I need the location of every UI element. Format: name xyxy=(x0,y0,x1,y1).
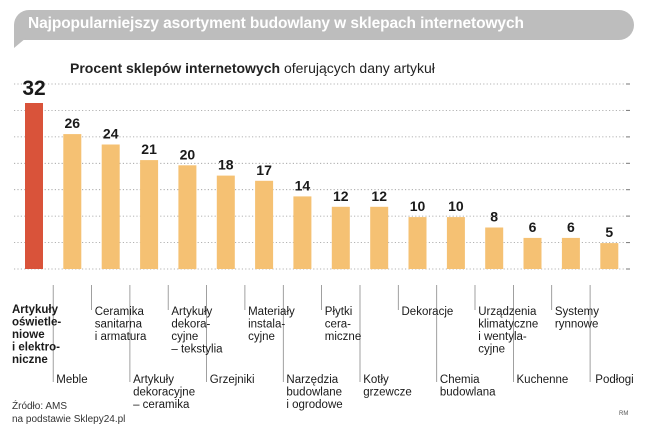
bar-value-label: 6 xyxy=(567,219,575,235)
category-label: Artykuły dekoracyjne – ceramika xyxy=(133,374,195,411)
category-label: Ceramika sanitarna i armatura xyxy=(95,306,147,343)
category-label: Systemy rynnowe xyxy=(555,306,599,331)
bar xyxy=(523,237,542,269)
source-line-1: Źródło: AMS xyxy=(12,401,68,412)
category-label: Kuchenne xyxy=(517,374,569,386)
category-label-line: i elektro- xyxy=(12,342,60,354)
bar xyxy=(370,206,389,270)
category-label-line: i ogrodowe xyxy=(286,399,342,411)
category-label-line: Ceramika xyxy=(95,306,145,318)
category-label-line: Dekoracje xyxy=(402,306,454,318)
category-label: Urządzenia klimatyczne i wentyla-cyjne xyxy=(478,306,538,356)
category-label: Narzędzia budowlane i ogrodowe xyxy=(286,374,342,411)
bar-value-label: 20 xyxy=(180,146,196,162)
bar xyxy=(600,243,619,269)
bar-value-label: 26 xyxy=(65,115,81,131)
category-label-line: Artykuły xyxy=(12,304,59,316)
source-line-2: na podstawie Sklepy24.pl xyxy=(12,414,126,425)
category-label-line: Grzejniki xyxy=(210,374,255,386)
category-label-line: cyjne xyxy=(478,344,505,356)
category-label: Grzejniki xyxy=(210,374,255,386)
category-label-line: – ceramika xyxy=(133,399,190,411)
bar-value-label: 21 xyxy=(141,141,157,157)
bar xyxy=(178,165,197,270)
bar xyxy=(140,160,159,269)
category-label-line: rynnowe xyxy=(555,319,598,331)
title-banner xyxy=(14,10,634,40)
category-label: Chemia budowlana xyxy=(440,374,496,399)
category-label-line: Artykuły xyxy=(133,374,174,386)
category-label-line: cera- xyxy=(325,319,351,331)
category-label-line: budowlana xyxy=(440,387,496,399)
chart-title: Najpopularniejszy asortyment budowlany w… xyxy=(28,15,524,32)
category-label: Podłogi xyxy=(595,374,633,386)
category-label-line: Kuchenne xyxy=(517,374,569,386)
category-label-line: oświetle- xyxy=(12,317,61,329)
bar-value-label: 10 xyxy=(410,198,426,214)
bar-value-label: 12 xyxy=(371,188,387,204)
bar-value-label: 14 xyxy=(295,177,311,193)
bar xyxy=(446,217,465,269)
category-label-line: dekoracyjne xyxy=(133,387,195,399)
category-label-line: niczne xyxy=(12,354,48,366)
bar-value-label: 5 xyxy=(605,224,613,240)
category-label: Płytki cera-miczne xyxy=(325,306,361,343)
bar xyxy=(293,196,312,269)
title-banner-tail xyxy=(14,38,26,48)
bar xyxy=(63,134,82,269)
category-label-line: cyjne xyxy=(248,331,275,343)
category-label-line: Narzędzia xyxy=(286,374,338,386)
category-label-line: Artykuły xyxy=(171,306,212,318)
bar-value-label: 18 xyxy=(218,157,234,173)
category-label-line: klimatyczne xyxy=(478,319,538,331)
category-label: Artykuły oświetle-niowe i elektro-niczne xyxy=(12,304,61,366)
category-label-line: i wentyla- xyxy=(478,331,527,343)
category-label: Dekoracje xyxy=(402,306,454,318)
category-label-line: niowe xyxy=(12,329,45,341)
category-label: Kotły grzewcze xyxy=(363,374,412,399)
category-label-line: – tekstylia xyxy=(171,344,223,356)
category-label-line: Materiały xyxy=(248,306,295,318)
category-label-line: Podłogi xyxy=(595,374,633,386)
bar-value-label: 6 xyxy=(529,219,537,235)
category-label-line: Systemy xyxy=(555,306,599,318)
category-label-line: cyjne xyxy=(171,331,198,343)
category-label-line: i armatura xyxy=(95,331,147,343)
category-label: Meble xyxy=(56,374,87,386)
bar xyxy=(408,217,427,269)
bar-value-label: 12 xyxy=(333,188,349,204)
category-label-line: budowlane xyxy=(286,387,342,399)
category-label-line: Urządzenia xyxy=(478,306,537,318)
bar xyxy=(216,175,235,269)
category-label-line: Kotły xyxy=(363,374,389,386)
subtitle-rest: oferujących dany artykuł xyxy=(283,60,435,76)
bar-value-label: 10 xyxy=(448,198,464,214)
bar xyxy=(101,144,120,269)
bar xyxy=(485,227,504,269)
category-label-line: grzewcze xyxy=(363,387,412,399)
bar xyxy=(561,237,580,269)
subtitle-bold: Procent sklepów internetowych xyxy=(70,60,281,76)
category-label-line: Chemia xyxy=(440,374,480,386)
bar-value-label: 8 xyxy=(490,209,498,225)
bar-value-label: 24 xyxy=(103,126,119,142)
bar xyxy=(255,180,274,269)
category-label-line: miczne xyxy=(325,331,361,343)
bar-value-label: 32 xyxy=(22,77,45,100)
bar-value-label: 17 xyxy=(256,162,272,178)
category-label: Materiały instala-cyjne xyxy=(248,306,295,343)
category-label-line: sanitarna xyxy=(95,319,143,331)
category-label-line: dekora- xyxy=(171,319,210,331)
bar xyxy=(25,103,43,269)
category-label-line: instala- xyxy=(248,319,285,331)
source-note: Źródło: AMS na podstawie Sklepy24.pl xyxy=(12,400,125,426)
category-label-line: Meble xyxy=(56,374,87,386)
category-label-line: Płytki xyxy=(325,306,352,318)
chart-subtitle: Procent sklepów internetowych oferującyc… xyxy=(70,60,435,76)
category-label: Artykuły dekora-cyjne – tekstylia xyxy=(171,306,223,356)
credit: RM xyxy=(619,411,629,417)
bar xyxy=(331,206,350,270)
